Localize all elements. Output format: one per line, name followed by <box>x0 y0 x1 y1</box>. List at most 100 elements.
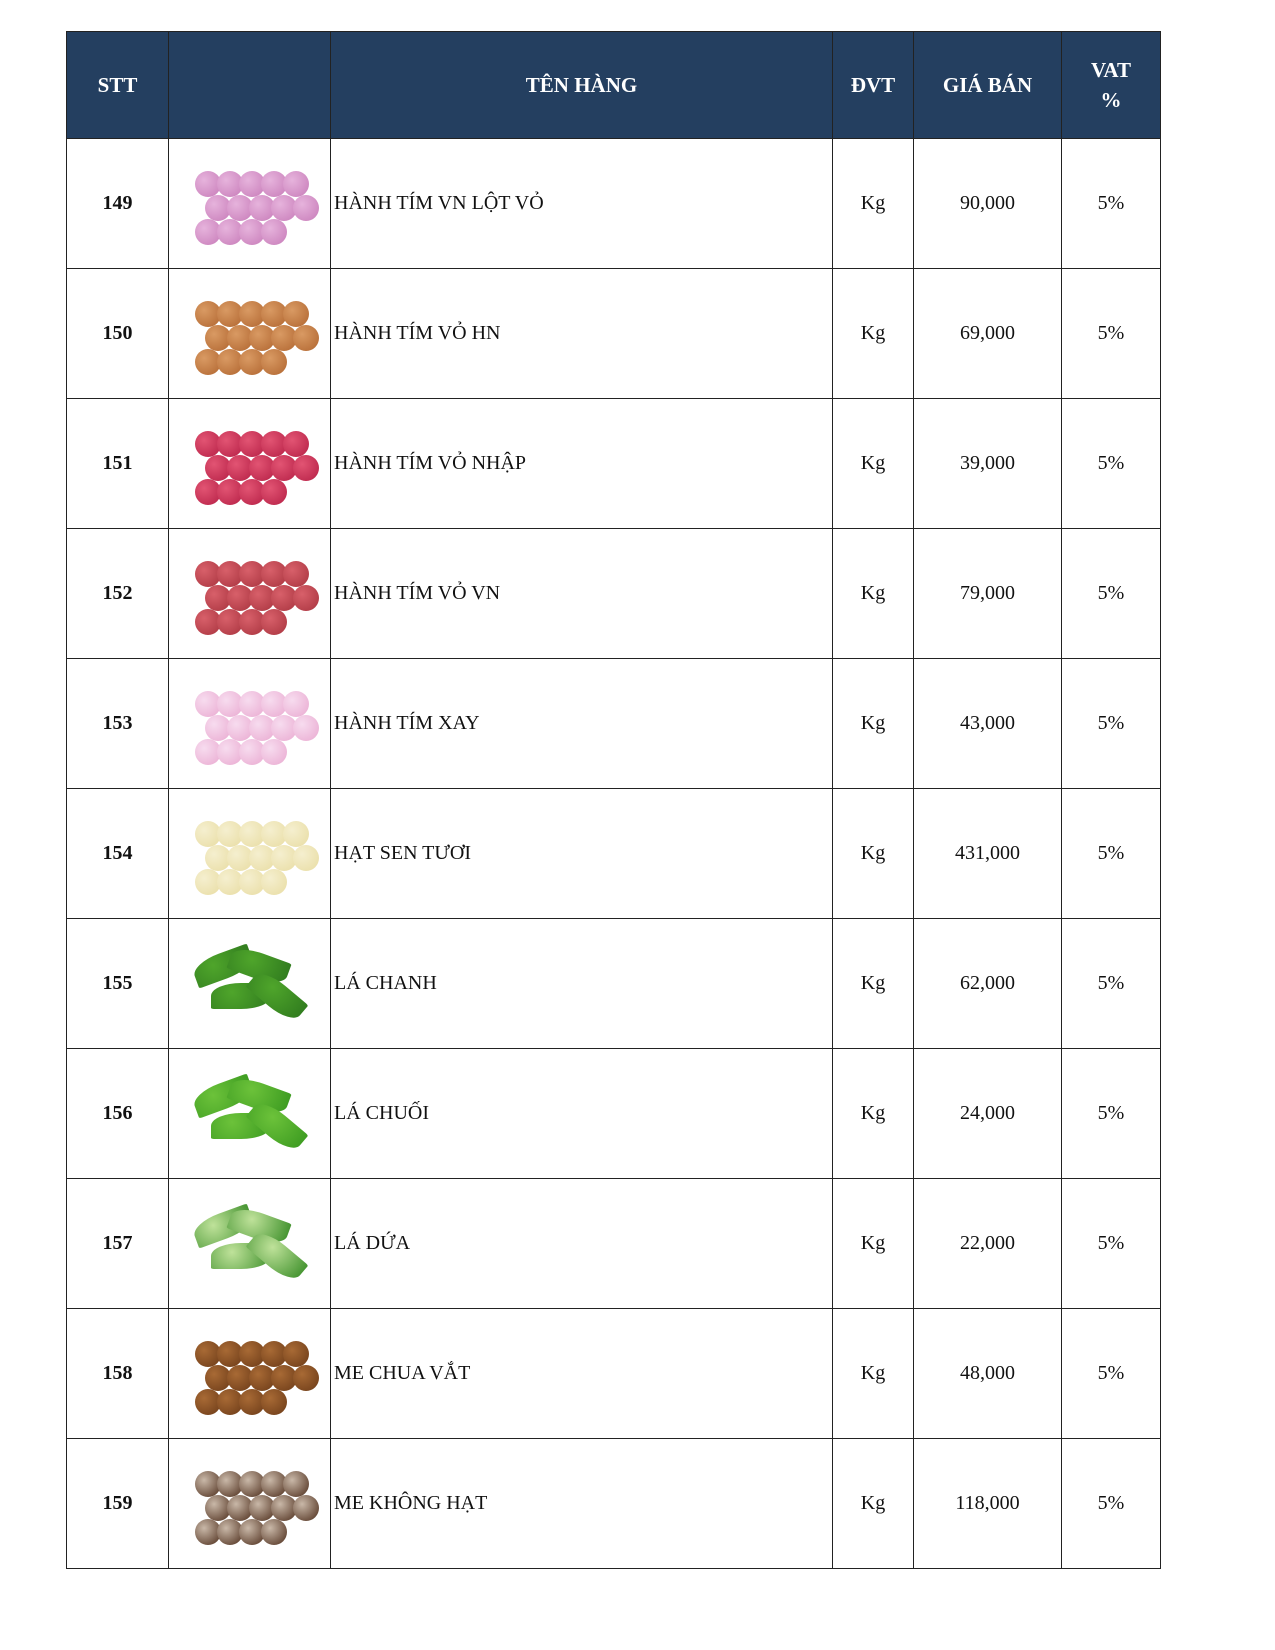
image-blob <box>195 1519 221 1545</box>
cell-name: HÀNH TÍM XAY <box>330 658 833 789</box>
image-blob <box>271 195 297 221</box>
table-row: 150 HÀNH TÍM VỎ HN Kg 69,000 5% <box>66 268 1161 399</box>
header-image <box>168 31 331 139</box>
header-name: TÊN HÀNG <box>330 31 833 139</box>
cell-unit: Kg <box>832 1308 914 1439</box>
cell-price: 48,000 <box>913 1308 1062 1439</box>
cell-price: 69,000 <box>913 268 1062 399</box>
cell-stt: 158 <box>66 1308 169 1439</box>
image-blob <box>217 301 243 327</box>
image-blob <box>195 609 221 635</box>
image-blob <box>217 171 243 197</box>
cell-unit: Kg <box>832 788 914 919</box>
price-table: STT TÊN HÀNG ĐVT GIÁ BÁN VAT% 149 HÀNH T… <box>66 31 1161 1569</box>
cell-name: ME CHUA VẮT <box>330 1308 833 1439</box>
image-blob <box>249 845 275 871</box>
image-blob <box>195 739 221 765</box>
image-blob <box>283 691 309 717</box>
cell-image <box>168 658 331 789</box>
header-vat-percent: % <box>1100 88 1122 112</box>
image-blob <box>239 479 265 505</box>
image-blob <box>217 1471 243 1497</box>
cell-vat: 5% <box>1061 1178 1161 1309</box>
image-blob <box>271 455 297 481</box>
image-blob <box>227 845 253 871</box>
image-blob <box>205 1495 231 1521</box>
image-blob <box>205 1365 231 1391</box>
header-vat: VAT% <box>1061 31 1161 139</box>
image-blob <box>261 1471 287 1497</box>
cell-stt: 154 <box>66 788 169 919</box>
image-blob <box>217 219 243 245</box>
image-blob <box>261 1519 287 1545</box>
image-blob <box>283 301 309 327</box>
product-image-pandan-leaves <box>183 1201 317 1289</box>
cell-vat: 5% <box>1061 658 1161 789</box>
product-image-tamarind-block <box>183 1331 319 1419</box>
cell-name: LÁ CHUỐI <box>330 1048 833 1179</box>
image-blob <box>261 1389 287 1415</box>
image-blob <box>217 821 243 847</box>
cell-name: HÀNH TÍM VỎ VN <box>330 528 833 659</box>
image-blob <box>293 715 319 741</box>
cell-name: HẠT SEN TƯƠI <box>330 788 833 919</box>
cell-image <box>168 1438 331 1569</box>
table-row: 156 LÁ CHUỐI Kg 24,000 5% <box>66 1048 1161 1179</box>
cell-stt: 157 <box>66 1178 169 1309</box>
image-blob <box>195 561 221 587</box>
image-blob <box>293 845 319 871</box>
image-blob <box>227 585 253 611</box>
table-row: 151 HÀNH TÍM VỎ NHẬP Kg 39,000 5% <box>66 398 1161 529</box>
image-blob <box>217 691 243 717</box>
cell-price: 79,000 <box>913 528 1062 659</box>
image-blob <box>217 739 243 765</box>
image-blob <box>195 219 221 245</box>
product-image-lotus-seeds <box>183 811 319 899</box>
cell-stt: 155 <box>66 918 169 1049</box>
image-blob <box>283 561 309 587</box>
image-blob <box>227 715 253 741</box>
image-blob <box>261 609 287 635</box>
image-blob <box>249 325 275 351</box>
cell-stt: 150 <box>66 268 169 399</box>
image-blob <box>217 561 243 587</box>
table-row: 158 ME CHUA VẮT Kg 48,000 5% <box>66 1308 1161 1439</box>
cell-price: 24,000 <box>913 1048 1062 1179</box>
image-blob <box>227 1495 253 1521</box>
image-blob <box>195 821 221 847</box>
image-blob <box>271 1495 297 1521</box>
image-blob <box>217 431 243 457</box>
cell-vat: 5% <box>1061 918 1161 1049</box>
image-blob <box>283 821 309 847</box>
cell-vat: 5% <box>1061 398 1161 529</box>
product-image-banana-leaf <box>183 1071 317 1159</box>
image-blob <box>249 1495 275 1521</box>
image-blob <box>283 171 309 197</box>
cell-image <box>168 138 331 269</box>
image-blob <box>195 869 221 895</box>
image-blob <box>195 1389 221 1415</box>
image-blob <box>239 349 265 375</box>
product-image-minced-shallots <box>183 681 319 769</box>
cell-stt: 156 <box>66 1048 169 1179</box>
image-blob <box>227 195 253 221</box>
image-blob <box>239 739 265 765</box>
image-blob <box>195 431 221 457</box>
image-blob <box>217 1519 243 1545</box>
image-blob <box>261 561 287 587</box>
table-row: 155 LÁ CHANH Kg 62,000 5% <box>66 918 1161 1049</box>
cell-unit: Kg <box>832 268 914 399</box>
image-blob <box>239 431 265 457</box>
image-blob <box>239 219 265 245</box>
cell-price: 39,000 <box>913 398 1062 529</box>
image-blob <box>271 585 297 611</box>
header-row: STT TÊN HÀNG ĐVT GIÁ BÁN VAT% <box>66 31 1161 139</box>
image-blob <box>239 869 265 895</box>
image-blob <box>227 325 253 351</box>
image-blob <box>217 609 243 635</box>
cell-name: HÀNH TÍM VN LỘT VỎ <box>330 138 833 269</box>
cell-unit: Kg <box>832 1178 914 1309</box>
image-blob <box>195 691 221 717</box>
image-blob <box>293 585 319 611</box>
image-blob <box>227 1365 253 1391</box>
